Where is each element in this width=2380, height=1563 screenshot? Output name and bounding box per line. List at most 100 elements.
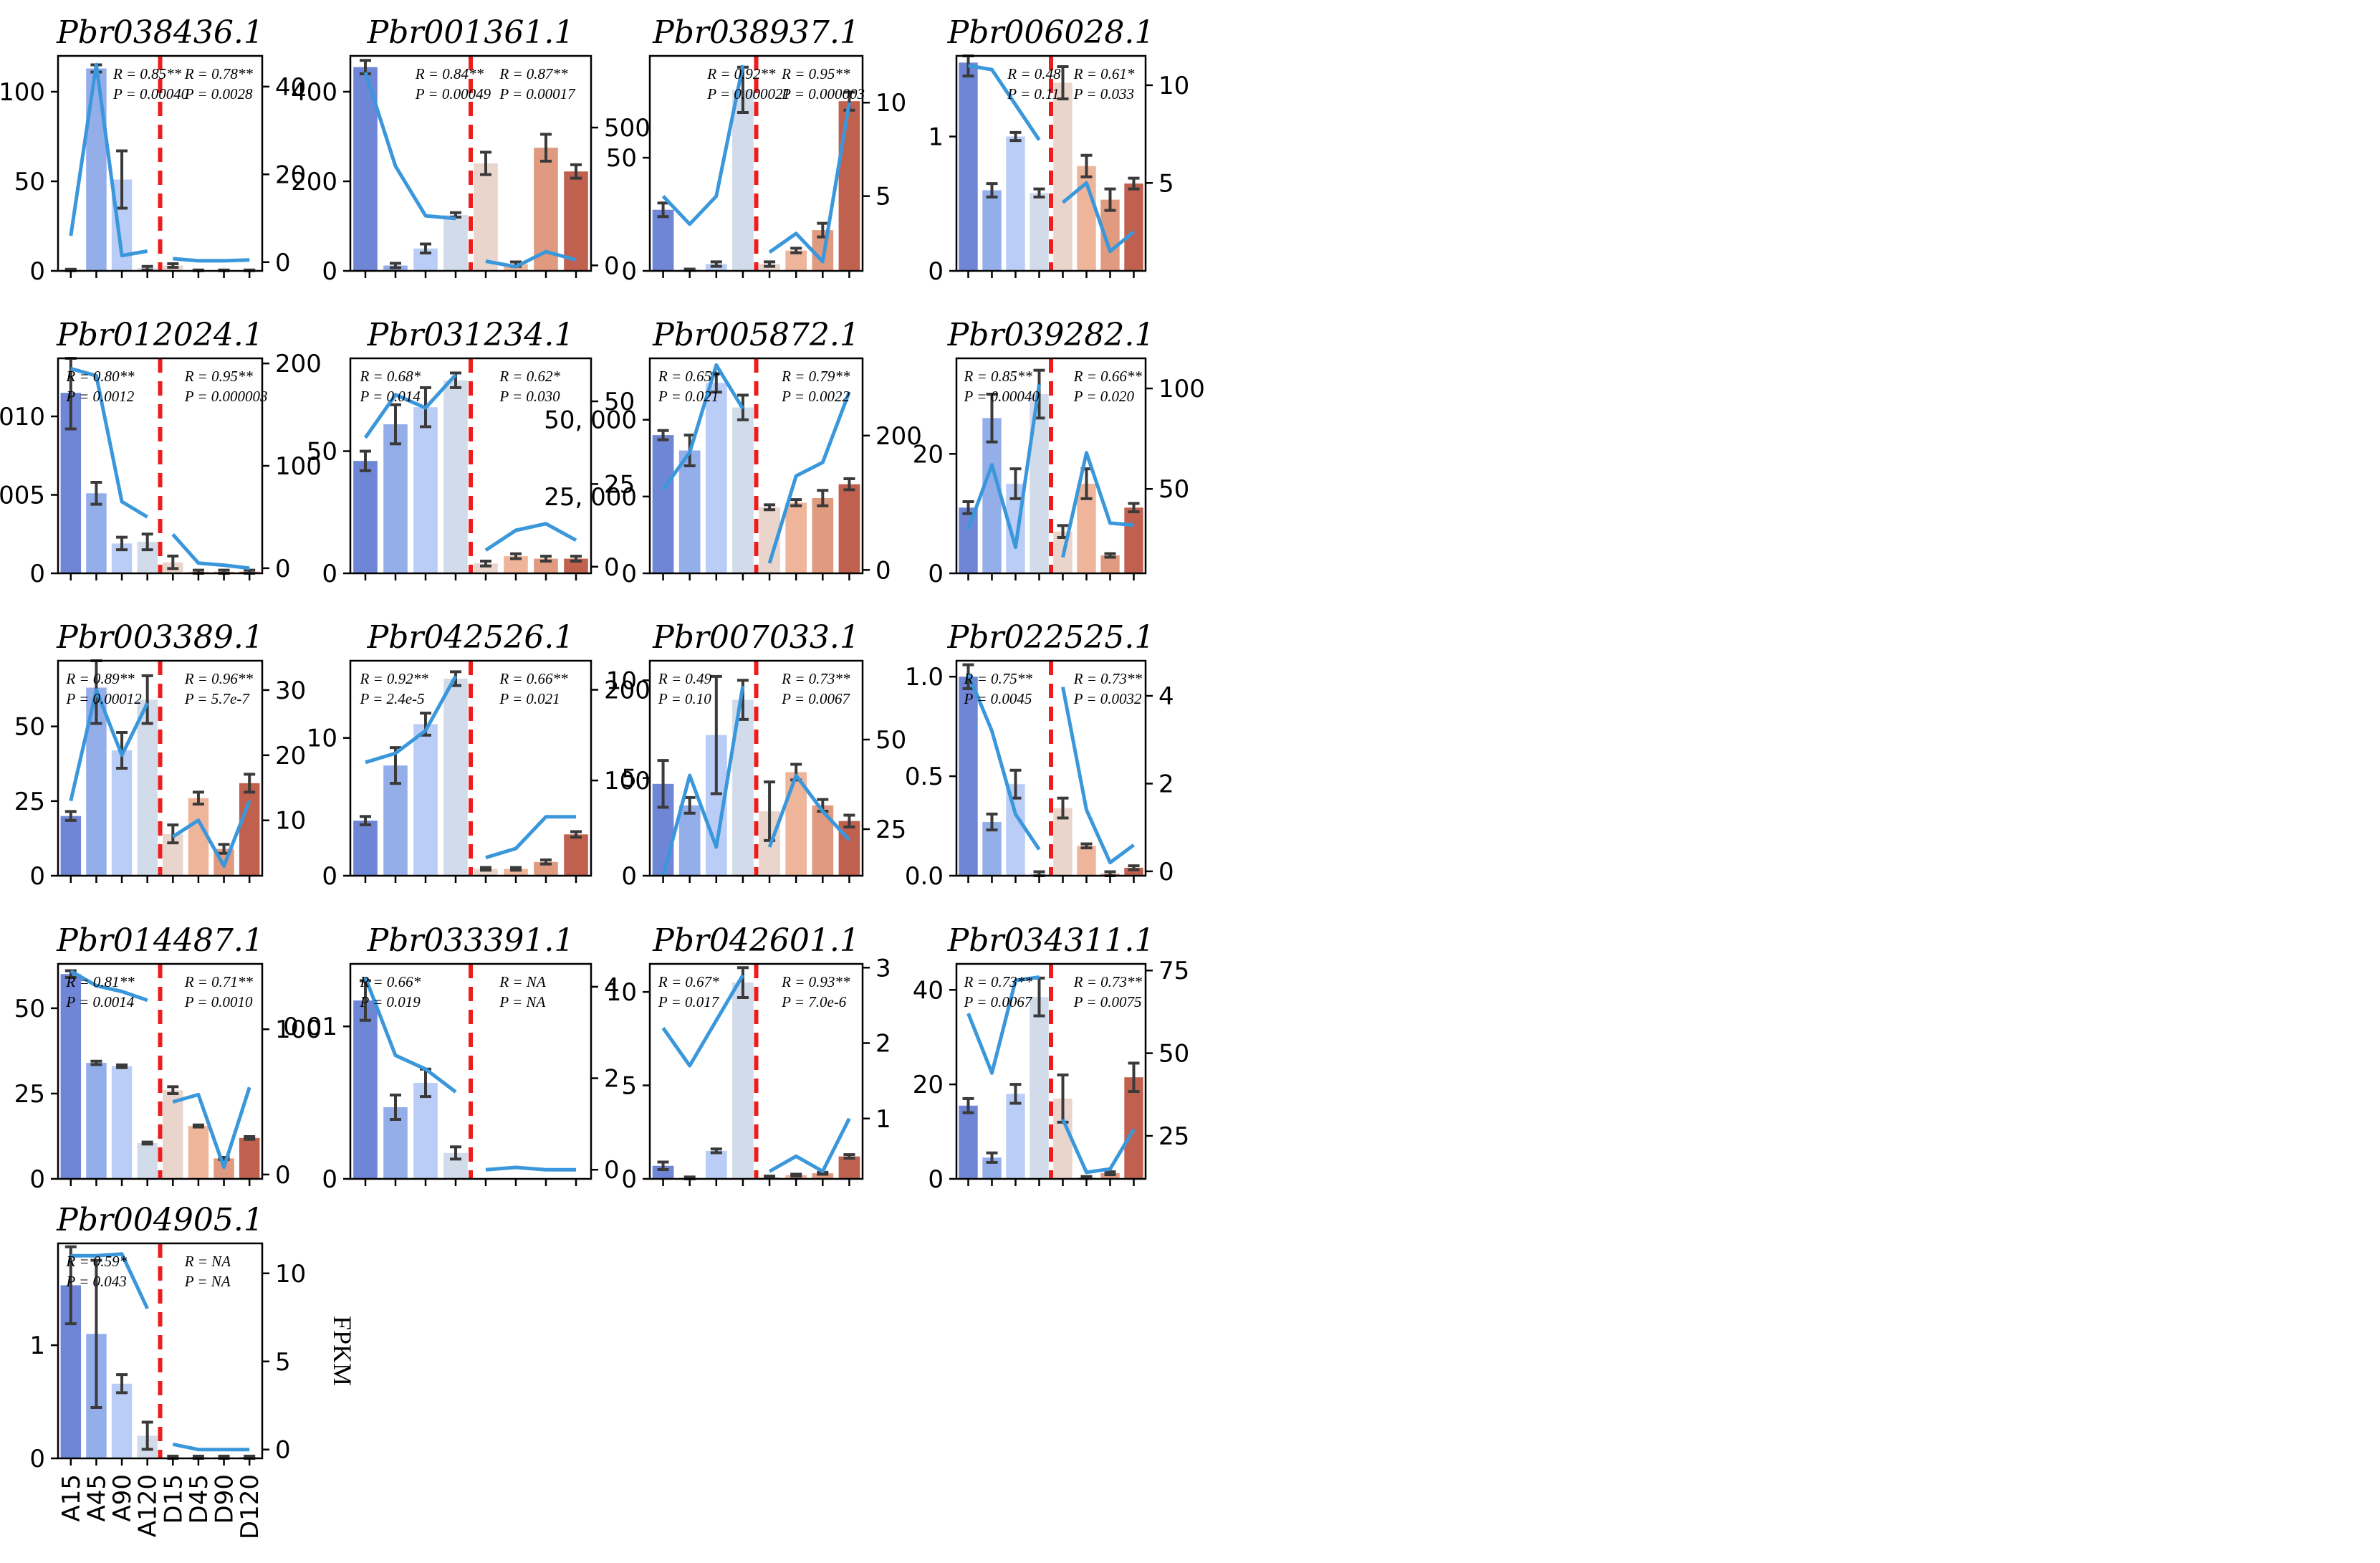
- stat-D-p: P = 0.030: [499, 388, 560, 405]
- bar-A120: [1030, 193, 1049, 271]
- y2-tick-label: 500: [604, 114, 651, 143]
- plot-frame: [349, 659, 592, 877]
- bar-D15: [1053, 82, 1073, 271]
- fpkm-line-D: [768, 102, 851, 264]
- fpkm-line-A: [966, 975, 1040, 1075]
- y2-tick-label: 3: [875, 954, 891, 983]
- y-tick-label: 0.0: [905, 862, 944, 891]
- bar-A90: [413, 1082, 438, 1179]
- stat-A-r: R = 0.89**: [65, 670, 135, 687]
- y2-tick-label: 5: [1158, 169, 1174, 198]
- panel-8: Pbr039282.1 0 20 50 100 R = 0.85** P = 0.00040…: [913, 317, 1205, 588]
- panel-title: Pbr038436.1: [56, 14, 264, 51]
- y2-tick-label: 0: [275, 555, 291, 583]
- bar-A45: [982, 190, 1002, 271]
- panel-9: Pbr003389.1 0 25 50 10 20 30 R = 0.89** P = 0.00…: [14, 619, 307, 891]
- bar-D15: [163, 1090, 183, 1179]
- stat-A-r: R = 0.75**: [964, 670, 1033, 687]
- plot-frame: [648, 357, 864, 575]
- fpkm-line-A: [69, 969, 148, 1003]
- stat-A-r: R = 0.85**: [964, 368, 1033, 385]
- x-tick-label-D45: D45: [185, 1474, 213, 1524]
- y-tick-label: 0.010: [0, 403, 45, 431]
- bar-A45: [982, 418, 1002, 573]
- y-tick-label: 0: [928, 1165, 944, 1194]
- stat-D-r: R = 0.96**: [184, 670, 254, 687]
- plot-frame: [955, 659, 1147, 877]
- stat-A-r: R = 0.67*: [658, 973, 719, 990]
- fpkm-line-D: [171, 533, 250, 570]
- y-tick-label: 20: [913, 440, 944, 469]
- stat-A-r: R = 0.59*: [65, 1253, 127, 1270]
- bar-D45: [1077, 846, 1096, 876]
- stat-D-r: R = 0.87**: [499, 65, 568, 82]
- y-tick-label: 25: [14, 788, 45, 816]
- panel-title: Pbr022525.1: [947, 619, 1155, 656]
- panel-3: Pbr038937.1 0 50 5 10 R = 0.92** P = 0.000021 R…: [606, 14, 907, 286]
- bar-A15: [652, 435, 674, 573]
- y-tick-label: 10: [606, 666, 637, 695]
- bar-D15: [474, 163, 498, 271]
- fpkm-line-A: [363, 977, 457, 1094]
- x-tick-label-A90: A90: [108, 1474, 137, 1522]
- bar-A45: [678, 450, 701, 573]
- stat-A-r: R = 0.48: [1007, 65, 1061, 82]
- y2-tick-label: 2: [604, 1065, 620, 1094]
- bar-D120: [239, 1137, 260, 1179]
- bar-D120: [1124, 183, 1143, 271]
- bar-A90: [705, 383, 727, 573]
- y2-tick-label: 0: [604, 553, 620, 582]
- fpkm-line-A: [69, 62, 148, 258]
- y-tick-label: 0: [322, 1165, 337, 1194]
- bar-A90: [413, 724, 438, 876]
- stat-D-r: R = 0.73**: [781, 670, 850, 687]
- stat-D-r: R = 0.78**: [184, 65, 254, 82]
- x-tick-label-A45: A45: [82, 1474, 111, 1522]
- panel-title: Pbr012024.1: [56, 317, 264, 353]
- fpkm-line-D: [485, 249, 577, 269]
- y-tick-label: 0: [29, 1165, 45, 1194]
- bar-D120: [838, 484, 860, 573]
- y-tick-label: 0: [928, 560, 944, 588]
- stat-A-p: P = 0.0014: [65, 993, 134, 1010]
- stat-A-p: P = 0.00012: [65, 690, 142, 707]
- y-tick-label: 10: [606, 978, 637, 1007]
- y-tick-label: 1.0: [905, 663, 944, 692]
- y-tick-label: 0.01: [283, 1013, 337, 1041]
- fpkm-line-D: [767, 773, 851, 848]
- fpkm-line-D: [172, 1442, 250, 1452]
- stat-A-r: R = 0.85**: [112, 65, 182, 82]
- panel-16: Pbr034311.1 0 20 40 25 50 75 R = 0.73** P = 0.00…: [913, 922, 1190, 1194]
- stat-A-p: P = 0.014: [359, 388, 421, 405]
- stat-A-r: R = 0.68*: [359, 368, 421, 385]
- bar-D120: [838, 821, 860, 876]
- stat-D-r: R = 0.66**: [1073, 368, 1143, 385]
- plot-frame: [648, 962, 864, 1180]
- y-tick-label: 0: [29, 560, 45, 588]
- stat-D-p: P = 7.0e-6: [781, 993, 847, 1010]
- bar-A45: [86, 68, 107, 271]
- x-tick-label-A120: A120: [134, 1474, 163, 1537]
- stat-D-p: P = 0.0067: [781, 690, 850, 707]
- stat-D-r: R = 0.95**: [184, 368, 254, 385]
- y2-tick-label: 0: [275, 249, 291, 277]
- y2-tick-label: 2: [1158, 770, 1174, 798]
- bar-A45: [383, 424, 408, 573]
- y-tick-label: 100: [0, 78, 45, 107]
- stat-D-r: R = 0.79**: [781, 368, 850, 385]
- y-tick-label: 50: [606, 144, 637, 173]
- x-tick-label-D15: D15: [159, 1474, 188, 1524]
- bar-A120: [732, 983, 754, 1179]
- plot-frame: [955, 962, 1147, 1180]
- stat-A-r: R = 0.49: [658, 670, 712, 687]
- bar-A90: [705, 1150, 727, 1179]
- stat-A-r: R = 0.80**: [65, 368, 135, 385]
- stat-A-r: R = 0.65*: [658, 368, 719, 385]
- stat-D-p: P = 0.0075: [1073, 993, 1142, 1010]
- y-tick-label: 400: [291, 78, 337, 107]
- y2-tick-label: 0: [604, 1156, 620, 1185]
- fpkm-line-A: [661, 363, 745, 491]
